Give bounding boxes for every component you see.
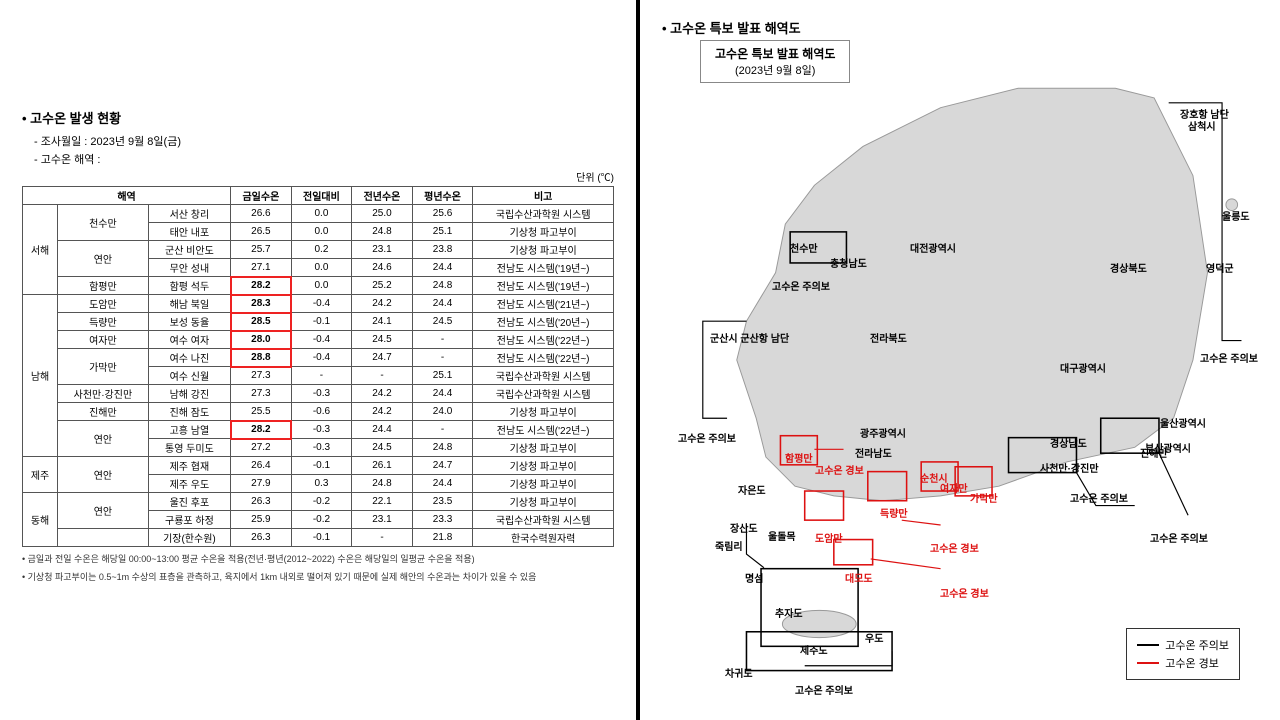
map-label: 울릉도: [1222, 208, 1250, 223]
map-label: 울돌목: [768, 528, 796, 543]
map-label: 득량만: [880, 505, 908, 520]
map-label: 고수온 주의보: [1200, 350, 1258, 365]
map-label: 고수온 경보: [930, 540, 979, 555]
map-label: 전라북도: [870, 330, 907, 345]
map-label: 고수온 주의보: [678, 430, 736, 445]
table-row: 기장(한수원)26.3-0.1-21.8한국수력원자력: [23, 529, 614, 547]
map-label: 경상북도: [1110, 260, 1147, 275]
map-label: 충청남도: [830, 255, 867, 270]
footnote: 금일과 전일 수온은 해당일 00:00~13:00 평균 수온을 적용(전년·…: [22, 553, 614, 565]
map-label: 고수온 주의보: [795, 682, 853, 697]
map-label: 천수만: [790, 240, 818, 255]
map-pane: 고수온 특보 발표 해역도 고수온 특보 발표 해역도 (2023년 9월 8일…: [640, 0, 1280, 720]
map-label: 고수온 경보: [940, 585, 989, 600]
table-row: 연안군산 비안도25.70.223.123.8기상청 파고부이: [23, 241, 614, 259]
map-label: 명섬: [745, 570, 763, 585]
map-label: 차귀도: [725, 665, 753, 680]
map-title-box: 고수온 특보 발표 해역도 (2023년 9월 8일): [700, 40, 850, 83]
map-label: 영덕군: [1206, 260, 1234, 275]
unit-label: 단위 (℃): [22, 169, 614, 184]
map-label: 대전광역시: [910, 240, 956, 255]
map-label: 광주광역시: [860, 425, 906, 440]
map-label: 울산광역시: [1160, 415, 1206, 430]
map-label: 도암만: [815, 530, 843, 545]
table-row: 연안고흥 남열28.2-0.324.4-전남도 시스템('22년~): [23, 421, 614, 439]
table-row: 남해도암만해남 북일28.3-0.424.224.4전남도 시스템('21년~): [23, 295, 614, 313]
map-label: 추자도: [775, 605, 803, 620]
table-row: 사천만·강진만남해 강진27.3-0.324.224.4국립수산과학원 시스템: [23, 385, 614, 403]
map-label: 고수온 주의보: [1070, 490, 1128, 505]
survey-date-line: - 조사월일 : 2023년 9월 8일(금): [22, 133, 614, 149]
table-row: 동해연안울진 후포26.3-0.222.123.5기상청 파고부이: [23, 493, 614, 511]
map-label: 사천만·강진만: [1040, 460, 1099, 475]
map-legend: 고수온 주의보 고수온 경보: [1126, 628, 1240, 680]
map-label: 여자만: [940, 480, 968, 495]
section-title: 고수온 발생 현황: [22, 108, 614, 127]
table-row: 가막만여수 나진28.8-0.424.7-전남도 시스템('22년~): [23, 349, 614, 367]
hot-area-line: - 고수온 해역 :: [22, 151, 614, 167]
table-row: 함평만함평 석두28.20.025.224.8전남도 시스템('19년~): [23, 277, 614, 295]
map-label: 죽림리: [715, 538, 743, 553]
table-pane: 고수온 발생 현황 - 조사월일 : 2023년 9월 8일(금) - 고수온 …: [0, 0, 640, 720]
map-label: 전라남도: [855, 445, 892, 460]
temperature-table: 해역금일수온전일대비전년수온평년수온비고 서해천수만서산 창리26.60.025…: [22, 186, 614, 547]
map-label: 고수온 주의보: [1150, 530, 1208, 545]
table-row: 서해천수만서산 창리26.60.025.025.6국립수산과학원 시스템: [23, 205, 614, 223]
legend-warning: 고수온 경보: [1165, 655, 1219, 671]
map-label: 진해만: [1140, 445, 1168, 460]
map-title-line2: (2023년 9월 8일): [715, 62, 835, 78]
map-label: 경상남도: [1050, 435, 1087, 450]
map-label: 군산시 군산항 남단: [710, 330, 789, 345]
map-label: 우도: [865, 630, 883, 645]
map-label: 고수온 경보: [815, 462, 864, 477]
table-row: 득량만보성 동율28.5-0.124.124.5전남도 시스템('20년~): [23, 313, 614, 331]
legend-advisory: 고수온 주의보: [1165, 637, 1229, 653]
map-label: 고수온 주의보: [772, 278, 830, 293]
map-label: 삼척시: [1188, 118, 1216, 133]
map-label: 제주도: [800, 642, 828, 657]
map-label: 장산도: [730, 520, 758, 535]
table-row: 진해만진해 잠도25.5-0.624.224.0기상청 파고부이: [23, 403, 614, 421]
map-label: 자은도: [738, 482, 766, 497]
footnote: 기상청 파고부이는 0.5~1m 수상의 표층을 관측하고, 육지에서 1km …: [22, 571, 614, 583]
map-label: 대구광역시: [1060, 360, 1106, 375]
map-label: 대모도: [845, 570, 873, 585]
map-label: 함평만: [785, 450, 813, 465]
table-row: 제주연안제주 협재26.4-0.126.124.7기상청 파고부이: [23, 457, 614, 475]
map-label: 가막만: [970, 490, 998, 505]
table-row: 여자만여수 여자28.0-0.424.5-전남도 시스템('22년~): [23, 331, 614, 349]
map-title-line1: 고수온 특보 발표 해역도: [715, 45, 835, 62]
